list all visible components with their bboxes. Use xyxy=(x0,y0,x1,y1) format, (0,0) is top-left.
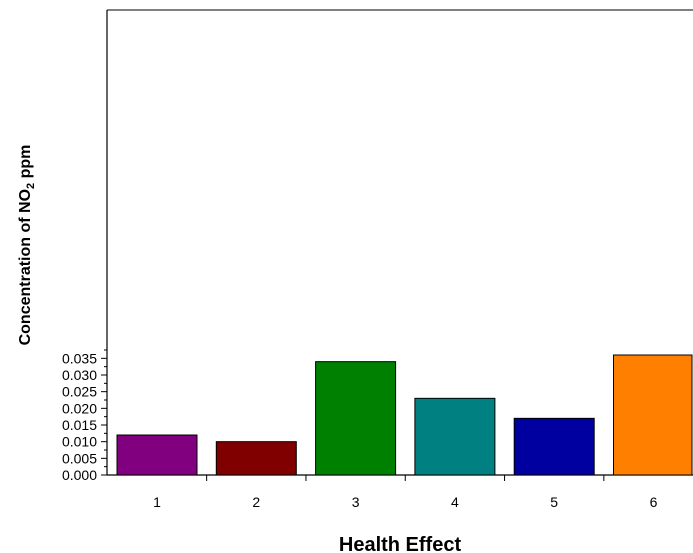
y-axis-title: Concentration of NO2 ppm xyxy=(17,145,37,346)
x-tick-label: 5 xyxy=(550,494,558,510)
x-ticks-group: 1 2 3 4 5 6 xyxy=(153,475,658,510)
x-tick-label: 3 xyxy=(352,494,360,510)
x-tick-label: 1 xyxy=(153,494,161,510)
y-axis-title-subscript: 2 xyxy=(25,183,37,189)
x-axis-title: Health Effect xyxy=(339,534,462,553)
y-tick-label: 0.010 xyxy=(62,434,97,450)
y-tick-label: 0.030 xyxy=(62,367,97,383)
bars-group xyxy=(116,354,693,476)
x-tick-label: 6 xyxy=(650,494,658,510)
y-axis-title-prefix: Concentration of NO xyxy=(17,189,34,345)
x-tick-label: 2 xyxy=(252,494,260,510)
y-tick-label: 0.020 xyxy=(62,400,97,416)
bar-1 xyxy=(116,434,198,476)
y-axis-title-suffix: ppm xyxy=(17,145,34,183)
y-tick-label: 0.025 xyxy=(62,384,97,400)
y-tick-label: 0.015 xyxy=(62,417,97,433)
y-tick-label: 0.000 xyxy=(62,467,97,483)
bar-5 xyxy=(513,417,595,476)
bar-3 xyxy=(315,361,397,476)
bar-4 xyxy=(414,397,496,476)
y-tick-label: 0.035 xyxy=(62,350,97,366)
plot-frame xyxy=(106,9,693,476)
bar-2 xyxy=(215,441,297,476)
x-tick-label: 4 xyxy=(451,494,459,510)
y-tick-label: 0.005 xyxy=(62,450,97,466)
bar-6 xyxy=(613,354,693,476)
